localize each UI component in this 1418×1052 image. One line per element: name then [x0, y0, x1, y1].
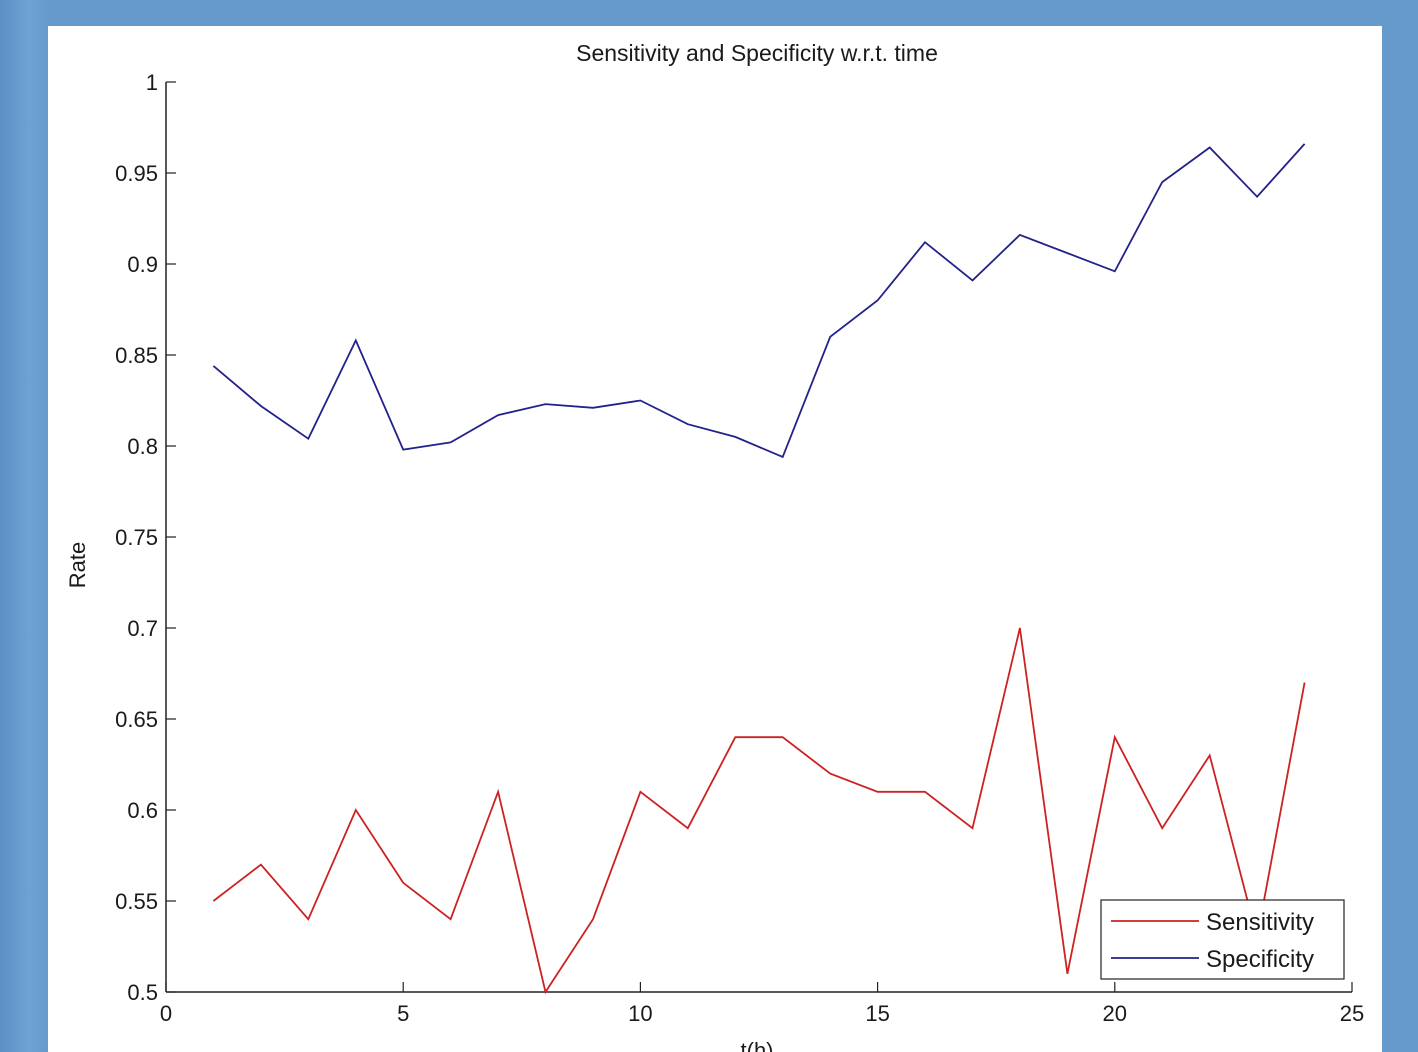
x-axis-label: t(h)	[741, 1038, 774, 1052]
legend-label-sensitivity: Sensitivity	[1206, 909, 1314, 936]
y-tick-label: 0.75	[115, 525, 158, 550]
y-tick-label: 0.8	[127, 434, 158, 459]
chart-title: Sensitivity and Specificity w.r.t. time	[576, 40, 938, 66]
x-tick-label: 20	[1103, 1001, 1127, 1026]
legend-label-specificity: Specificity	[1206, 946, 1314, 973]
y-tick-label: 0.55	[115, 889, 158, 914]
series-line-sensitivity	[212, 627, 1306, 995]
y-tick-label: 0.5	[127, 980, 158, 1005]
x-tick-label: 25	[1340, 1001, 1364, 1026]
y-tick-label: 0.85	[115, 343, 158, 368]
x-tick-label: 10	[628, 1001, 652, 1026]
x-tick-label: 15	[865, 1001, 889, 1026]
y-tick-label: 0.9	[127, 252, 158, 277]
y-tick-label: 0.95	[115, 161, 158, 186]
legend: Sensitivity Specificity	[1100, 899, 1345, 980]
y-axis-label: Rate	[65, 542, 90, 588]
y-tick-label: 0.65	[115, 707, 158, 732]
x-tick-label: 5	[397, 1001, 409, 1026]
y-tick-label: 0.7	[127, 616, 158, 641]
legend-box	[1100, 899, 1345, 980]
y-tick-label: 0.6	[127, 798, 158, 823]
series-layer	[212, 143, 1306, 995]
figure-panel: 0.5 0.55 0.6 0.65 0.7 0.75 0.8 0.85 0.9 0.95 1 0 5 10…	[48, 26, 1382, 1052]
background-gradient	[0, 0, 48, 1052]
axes	[165, 82, 1352, 993]
series-line-specificity	[212, 143, 1306, 459]
x-tick-label: 0	[160, 1001, 172, 1026]
y-tick-label: 1	[146, 70, 158, 95]
